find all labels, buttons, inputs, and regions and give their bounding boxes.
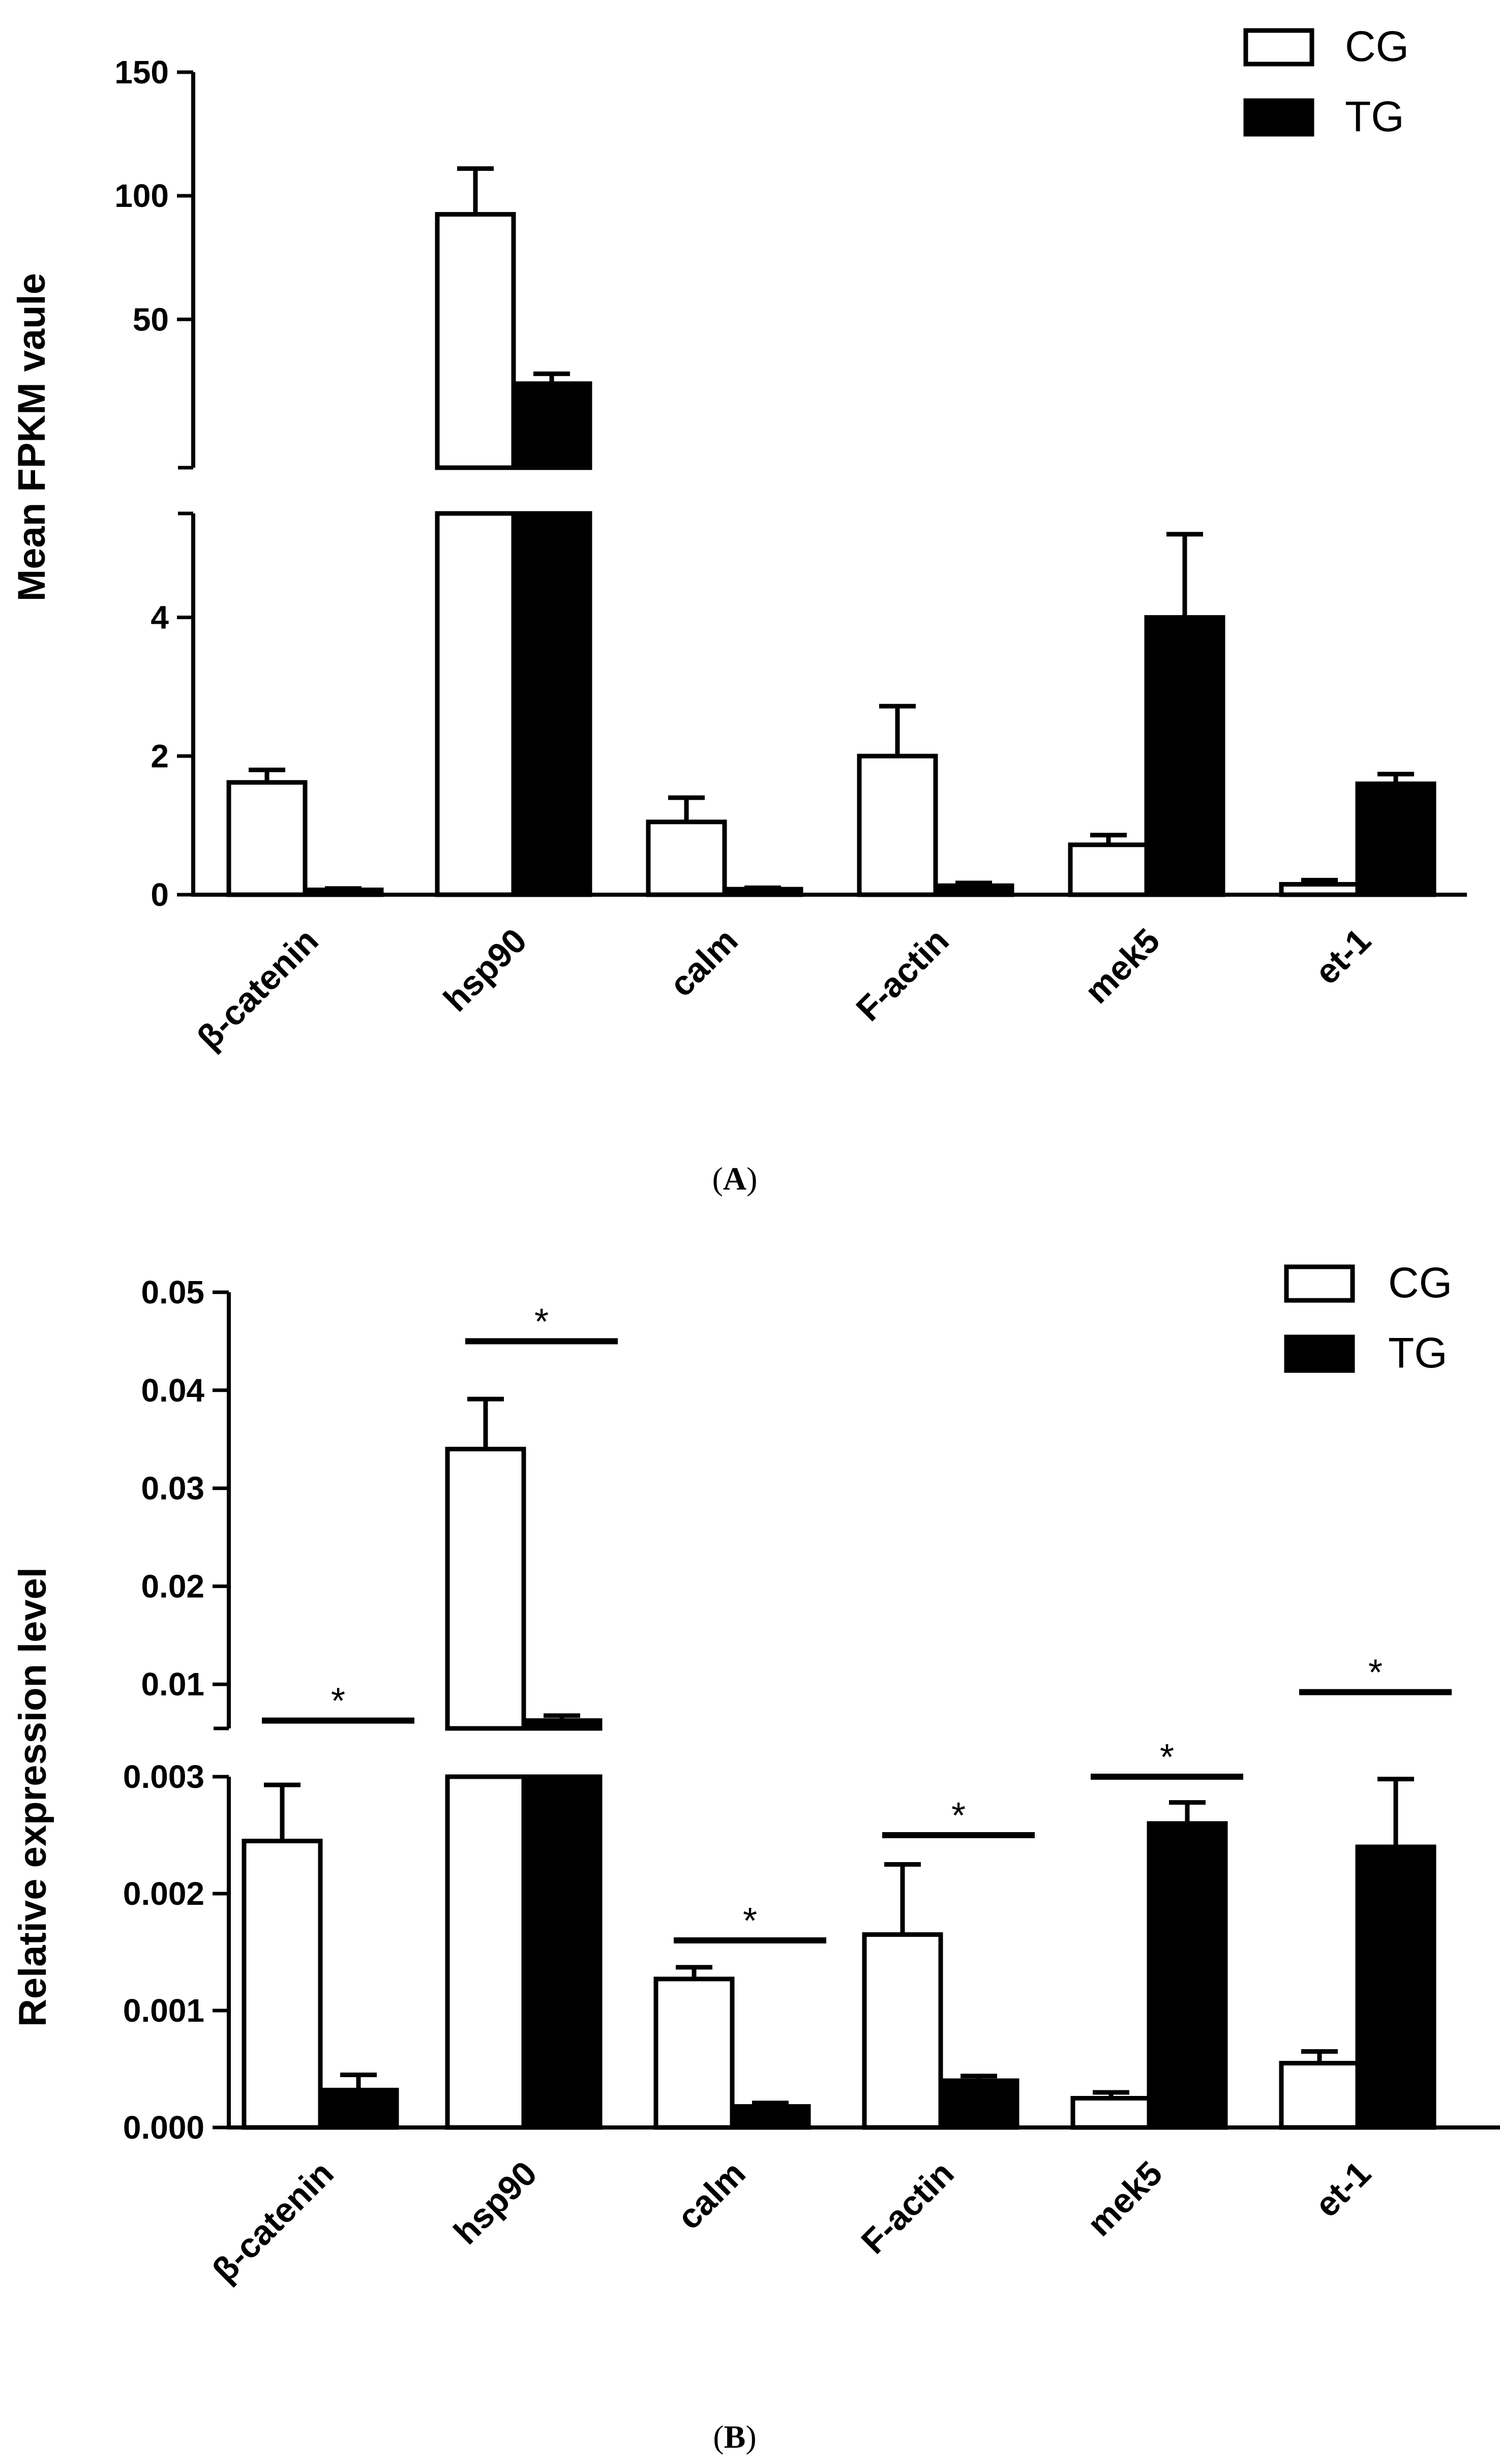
- bar-tg-mek5: [1147, 1821, 1228, 2130]
- bar-cg-mek5: [1068, 842, 1149, 897]
- break-gap: [520, 1731, 604, 1774]
- bar-cg-et-1: [1279, 882, 1360, 897]
- significance-label-mek5: *: [1160, 1737, 1174, 1778]
- legend-label-cg: CG: [1388, 1259, 1452, 1306]
- bar-tg-f-actin: [938, 2078, 1019, 2130]
- bar-cg-catenin: [226, 780, 308, 897]
- y-tick-label: 0.000: [123, 2109, 204, 2146]
- category-label-catenin: β-catenin: [190, 921, 325, 1057]
- significance-label-hsp90: *: [534, 1301, 549, 1342]
- bar-tg-calm: [730, 2104, 811, 2130]
- y-tick-label: 0.03: [141, 1470, 204, 1507]
- y-axis-title: Relative expression level: [11, 1567, 54, 2027]
- bar-tg-calm: [722, 887, 803, 897]
- panel-label: (A): [712, 1161, 758, 1197]
- y-tick-label: 0.01: [141, 1666, 204, 1702]
- y-tick-label: 0.02: [141, 1568, 204, 1604]
- bar-tg-f-actin: [933, 883, 1014, 897]
- significance-label-f-actin: *: [951, 1796, 966, 1836]
- break-gap: [433, 471, 518, 510]
- y-tick-label: 50: [133, 301, 169, 338]
- category-label-calm: calm: [662, 921, 745, 1004]
- legend-swatch-tg: [1284, 1334, 1355, 1373]
- category-label-f-actin: F-actin: [849, 921, 956, 1028]
- y-tick-label: 0: [151, 876, 169, 913]
- bar-cg-calm: [653, 1976, 735, 2130]
- significance-label-calm: *: [743, 1901, 757, 1941]
- category-label-calm: calm: [670, 2154, 753, 2237]
- y-tick-label: 0.003: [123, 1758, 204, 1795]
- category-label-et-1: et-1: [1307, 921, 1378, 992]
- bar-cg-f-actin: [862, 1932, 943, 2130]
- legend-swatch-tg: [1243, 98, 1314, 137]
- bar-cg-hsp90: [435, 511, 516, 897]
- category-label-f-actin: F-actin: [854, 2154, 961, 2261]
- panel-b: 0.000 0.001 0.002 0.003 0.01 0.02 0.03 0.04 0.05…: [11, 1259, 1500, 2455]
- bar-cg-hsp90-upper: [435, 212, 516, 470]
- break-gap: [443, 1731, 528, 1774]
- significance-label-catenin: *: [331, 1681, 345, 1722]
- panel-label: (B): [713, 2419, 756, 2455]
- bar-cg-hsp90: [445, 1774, 526, 2130]
- bar-tg-et-1: [1355, 1844, 1436, 2130]
- bar-cg-mek5: [1070, 2096, 1152, 2130]
- bar-tg-hsp90: [511, 511, 592, 897]
- legend-label-cg: CG: [1345, 22, 1409, 70]
- bar-cg-catenin: [242, 1839, 323, 2130]
- bar-tg-hsp90: [521, 1774, 603, 2130]
- category-label-hsp90: hsp90: [446, 2154, 545, 2252]
- break-gap: [509, 471, 594, 510]
- bar-tg-et-1: [1355, 781, 1436, 897]
- category-label-mek5: mek5: [1080, 2154, 1170, 2244]
- legend-swatch-cg: [1243, 28, 1314, 67]
- bar-tg-mek5: [1144, 615, 1225, 897]
- bar-tg-hsp90-upper: [511, 381, 592, 470]
- y-tick-label: 0.001: [123, 1992, 204, 2029]
- bar-tg-catenin: [303, 887, 384, 897]
- y-tick-label: 4: [151, 599, 169, 636]
- bar-tg-catenin: [318, 2087, 399, 2130]
- y-tick-label: 100: [114, 177, 169, 214]
- legend-swatch-cg: [1284, 1264, 1355, 1303]
- category-label-hsp90: hsp90: [436, 921, 534, 1019]
- legend-label-tg: TG: [1345, 93, 1404, 140]
- bar-cg-f-actin: [857, 753, 938, 897]
- significance-label-et-1: *: [1368, 1653, 1383, 1693]
- category-label-et-1: et-1: [1307, 2154, 1378, 2225]
- y-tick-label: 0.002: [123, 1875, 204, 1912]
- y-tick-label: 0.05: [141, 1274, 204, 1311]
- bar-cg-hsp90-upper: [445, 1446, 526, 1731]
- category-label-catenin: β-catenin: [205, 2154, 341, 2290]
- legend-label-tg: TG: [1388, 1329, 1448, 1377]
- bar-cg-calm: [646, 819, 727, 897]
- panel-a: 0 2 4 50 100 150 Mean FPKM vaule β-catenin hsp90…: [10, 22, 1467, 1197]
- y-tick-label: 0.04: [141, 1372, 204, 1409]
- y-axis-title: Mean FPKM vaule: [10, 273, 53, 601]
- y-tick-label: 150: [114, 54, 169, 90]
- bar-tg-hsp90-upper: [521, 1718, 603, 1731]
- category-label-mek5: mek5: [1077, 921, 1167, 1011]
- y-tick-label: 2: [151, 738, 169, 774]
- bar-cg-et-1: [1279, 2061, 1360, 2130]
